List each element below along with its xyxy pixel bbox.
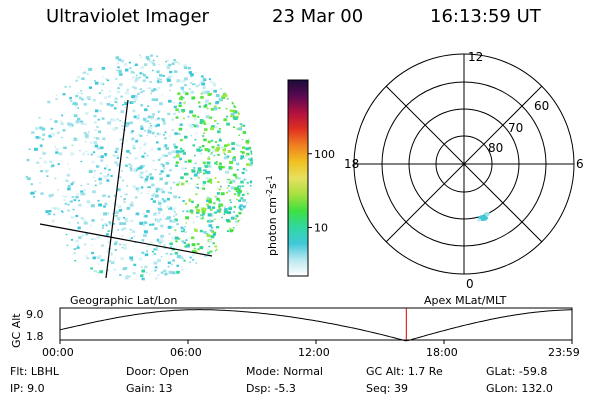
latitude-line: [39, 223, 213, 257]
time-label: 16:13:59 UT: [430, 6, 541, 27]
mlt-label-18: 18: [344, 157, 359, 171]
status-gc-alt: GC Alt: 1.7 Re: [366, 365, 443, 378]
date-label: 23 Mar 00: [272, 6, 364, 27]
mlt-label-12: 12: [468, 50, 483, 64]
lat-ring-60: 60: [534, 99, 549, 113]
altitude-strip: GC Alt 9.0 1.8: [10, 307, 573, 348]
colorbar-tick-label: 100: [314, 148, 335, 161]
lat-ring-80: 80: [488, 141, 503, 155]
polar-plot: 12 18 6 0 80 70 60: [344, 50, 584, 291]
status-flt: Flt: LBHL: [10, 365, 59, 378]
lat-ring-70: 70: [508, 121, 523, 135]
alt-xtick-3: 18:00: [426, 346, 458, 359]
geographic-caption: Geographic Lat/Lon: [70, 294, 178, 307]
status-gain: Gain: 13: [126, 382, 173, 395]
colorbar: 100 10 photon cm-2s-1: [265, 79, 335, 277]
status-glon: GLon: 132.0: [486, 382, 553, 395]
status-mode: Mode: Normal: [246, 365, 323, 378]
alt-xtick-4: 23:59: [548, 346, 580, 359]
status-glat: GLat: -59.8: [486, 365, 548, 378]
altitude-curve: [59, 309, 573, 342]
instrument-title: Ultraviolet Imager: [46, 6, 209, 27]
mlt-label-0: 0: [466, 277, 474, 291]
status-door: Door: Open: [126, 365, 189, 378]
longitude-line: [105, 99, 129, 279]
aurora-spot: [477, 212, 490, 222]
status-ip: IP: 9.0: [10, 382, 45, 395]
status-dsp: Dsp: -5.3: [246, 382, 296, 395]
alt-ytick-top: 9.0: [26, 308, 44, 321]
apex-caption: Apex MLat/MLT: [424, 294, 507, 307]
alt-ylabel: GC Alt: [10, 313, 23, 348]
status-seq: Seq: 39: [366, 382, 408, 395]
alt-ytick-bottom: 1.8: [26, 330, 44, 343]
mlt-label-6: 6: [576, 157, 584, 171]
uv-image-geographic: [25, 54, 253, 281]
alt-xtick-2: 12:00: [298, 346, 330, 359]
colorbar-tick-label: 10: [314, 222, 328, 235]
alt-xtick-1: 06:00: [170, 346, 202, 359]
colorbar-unit-label: photon cm-2s-1: [265, 175, 279, 256]
alt-xtick-0: 00:00: [42, 346, 74, 359]
